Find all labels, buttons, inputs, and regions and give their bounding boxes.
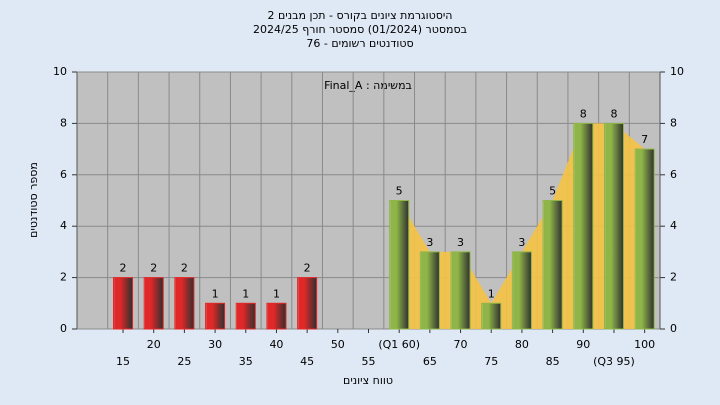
x-tick-label: 30: [208, 338, 222, 351]
bar: [450, 251, 471, 330]
bar: [113, 277, 134, 330]
x-tick-label: 65: [423, 355, 437, 368]
bar: [205, 302, 226, 330]
x-tick-label: 80: [515, 338, 529, 351]
data-label: 5: [396, 185, 403, 198]
data-label: 2: [304, 262, 311, 275]
data-label: 3: [518, 236, 525, 249]
y-axis-label: מספר סטודנטים: [27, 162, 40, 238]
data-label: 8: [610, 107, 617, 120]
bar: [266, 302, 287, 330]
data-label: 1: [488, 287, 495, 300]
x-tick-label: 40: [269, 338, 283, 351]
chart-subtitle: בסמסטר (01/2024) סמסטר חורף 2024/25: [253, 23, 467, 36]
data-label: 2: [150, 262, 157, 275]
y2-tick-label: 6: [670, 168, 677, 181]
x-tick-label: 25: [177, 355, 191, 368]
data-label: 2: [120, 262, 127, 275]
data-label: 1: [273, 287, 280, 300]
y-tick-label: 4: [60, 219, 67, 232]
y2-tick-label: 10: [670, 65, 684, 78]
bar: [511, 251, 532, 330]
annotation: במשימה : Final_A: [324, 79, 412, 92]
data-label: 3: [457, 236, 464, 249]
x-axis-label: טווח ציונים: [343, 374, 393, 387]
bar: [389, 200, 410, 330]
data-label: 1: [242, 287, 249, 300]
bar: [603, 122, 624, 330]
x-tick-label: 45: [300, 355, 314, 368]
bar: [297, 277, 318, 330]
y2-tick-label: 2: [670, 271, 677, 284]
x-tick-label: 90: [576, 338, 590, 351]
x-tick-label: 50: [331, 338, 345, 351]
bar: [235, 302, 256, 330]
x-tick-label: 70: [454, 338, 468, 351]
x-tick-label: 75: [484, 355, 498, 368]
y2-tick-label: 0: [670, 322, 677, 335]
y2-tick-label: 4: [670, 219, 677, 232]
bar: [143, 277, 164, 330]
y-tick-label: 8: [60, 116, 67, 129]
x-tick-label: 20: [147, 338, 161, 351]
data-label: 3: [426, 236, 433, 249]
data-label: 1: [212, 287, 219, 300]
x-tick-label: 15: [116, 355, 130, 368]
x-tick-label: 35: [239, 355, 253, 368]
y-tick-label: 0: [60, 322, 67, 335]
y-tick-label: 10: [53, 65, 67, 78]
x-tick-label: 100: [634, 338, 655, 351]
data-label: 5: [549, 185, 556, 198]
data-label: 7: [641, 133, 648, 146]
chart-title: היסטוגרמת ציונים בקורס - תכן מבנים 2: [268, 9, 453, 22]
bar: [419, 251, 440, 330]
y2-tick-label: 8: [670, 116, 677, 129]
bar: [573, 122, 594, 330]
bar: [481, 302, 502, 330]
x-tick-label: (Q1 60): [378, 338, 420, 351]
y-tick-label: 2: [60, 271, 67, 284]
data-label: 8: [580, 107, 587, 120]
chart-subtitle: סטודנטים רשומים - 76: [306, 37, 413, 50]
data-label: 2: [181, 262, 188, 275]
y-tick-label: 6: [60, 168, 67, 181]
bar: [174, 277, 195, 330]
x-tick-label: (Q3 95): [593, 355, 635, 368]
x-tick-label: 85: [546, 355, 560, 368]
bar: [634, 148, 655, 330]
bar: [542, 200, 563, 330]
x-tick-label: 55: [362, 355, 376, 368]
